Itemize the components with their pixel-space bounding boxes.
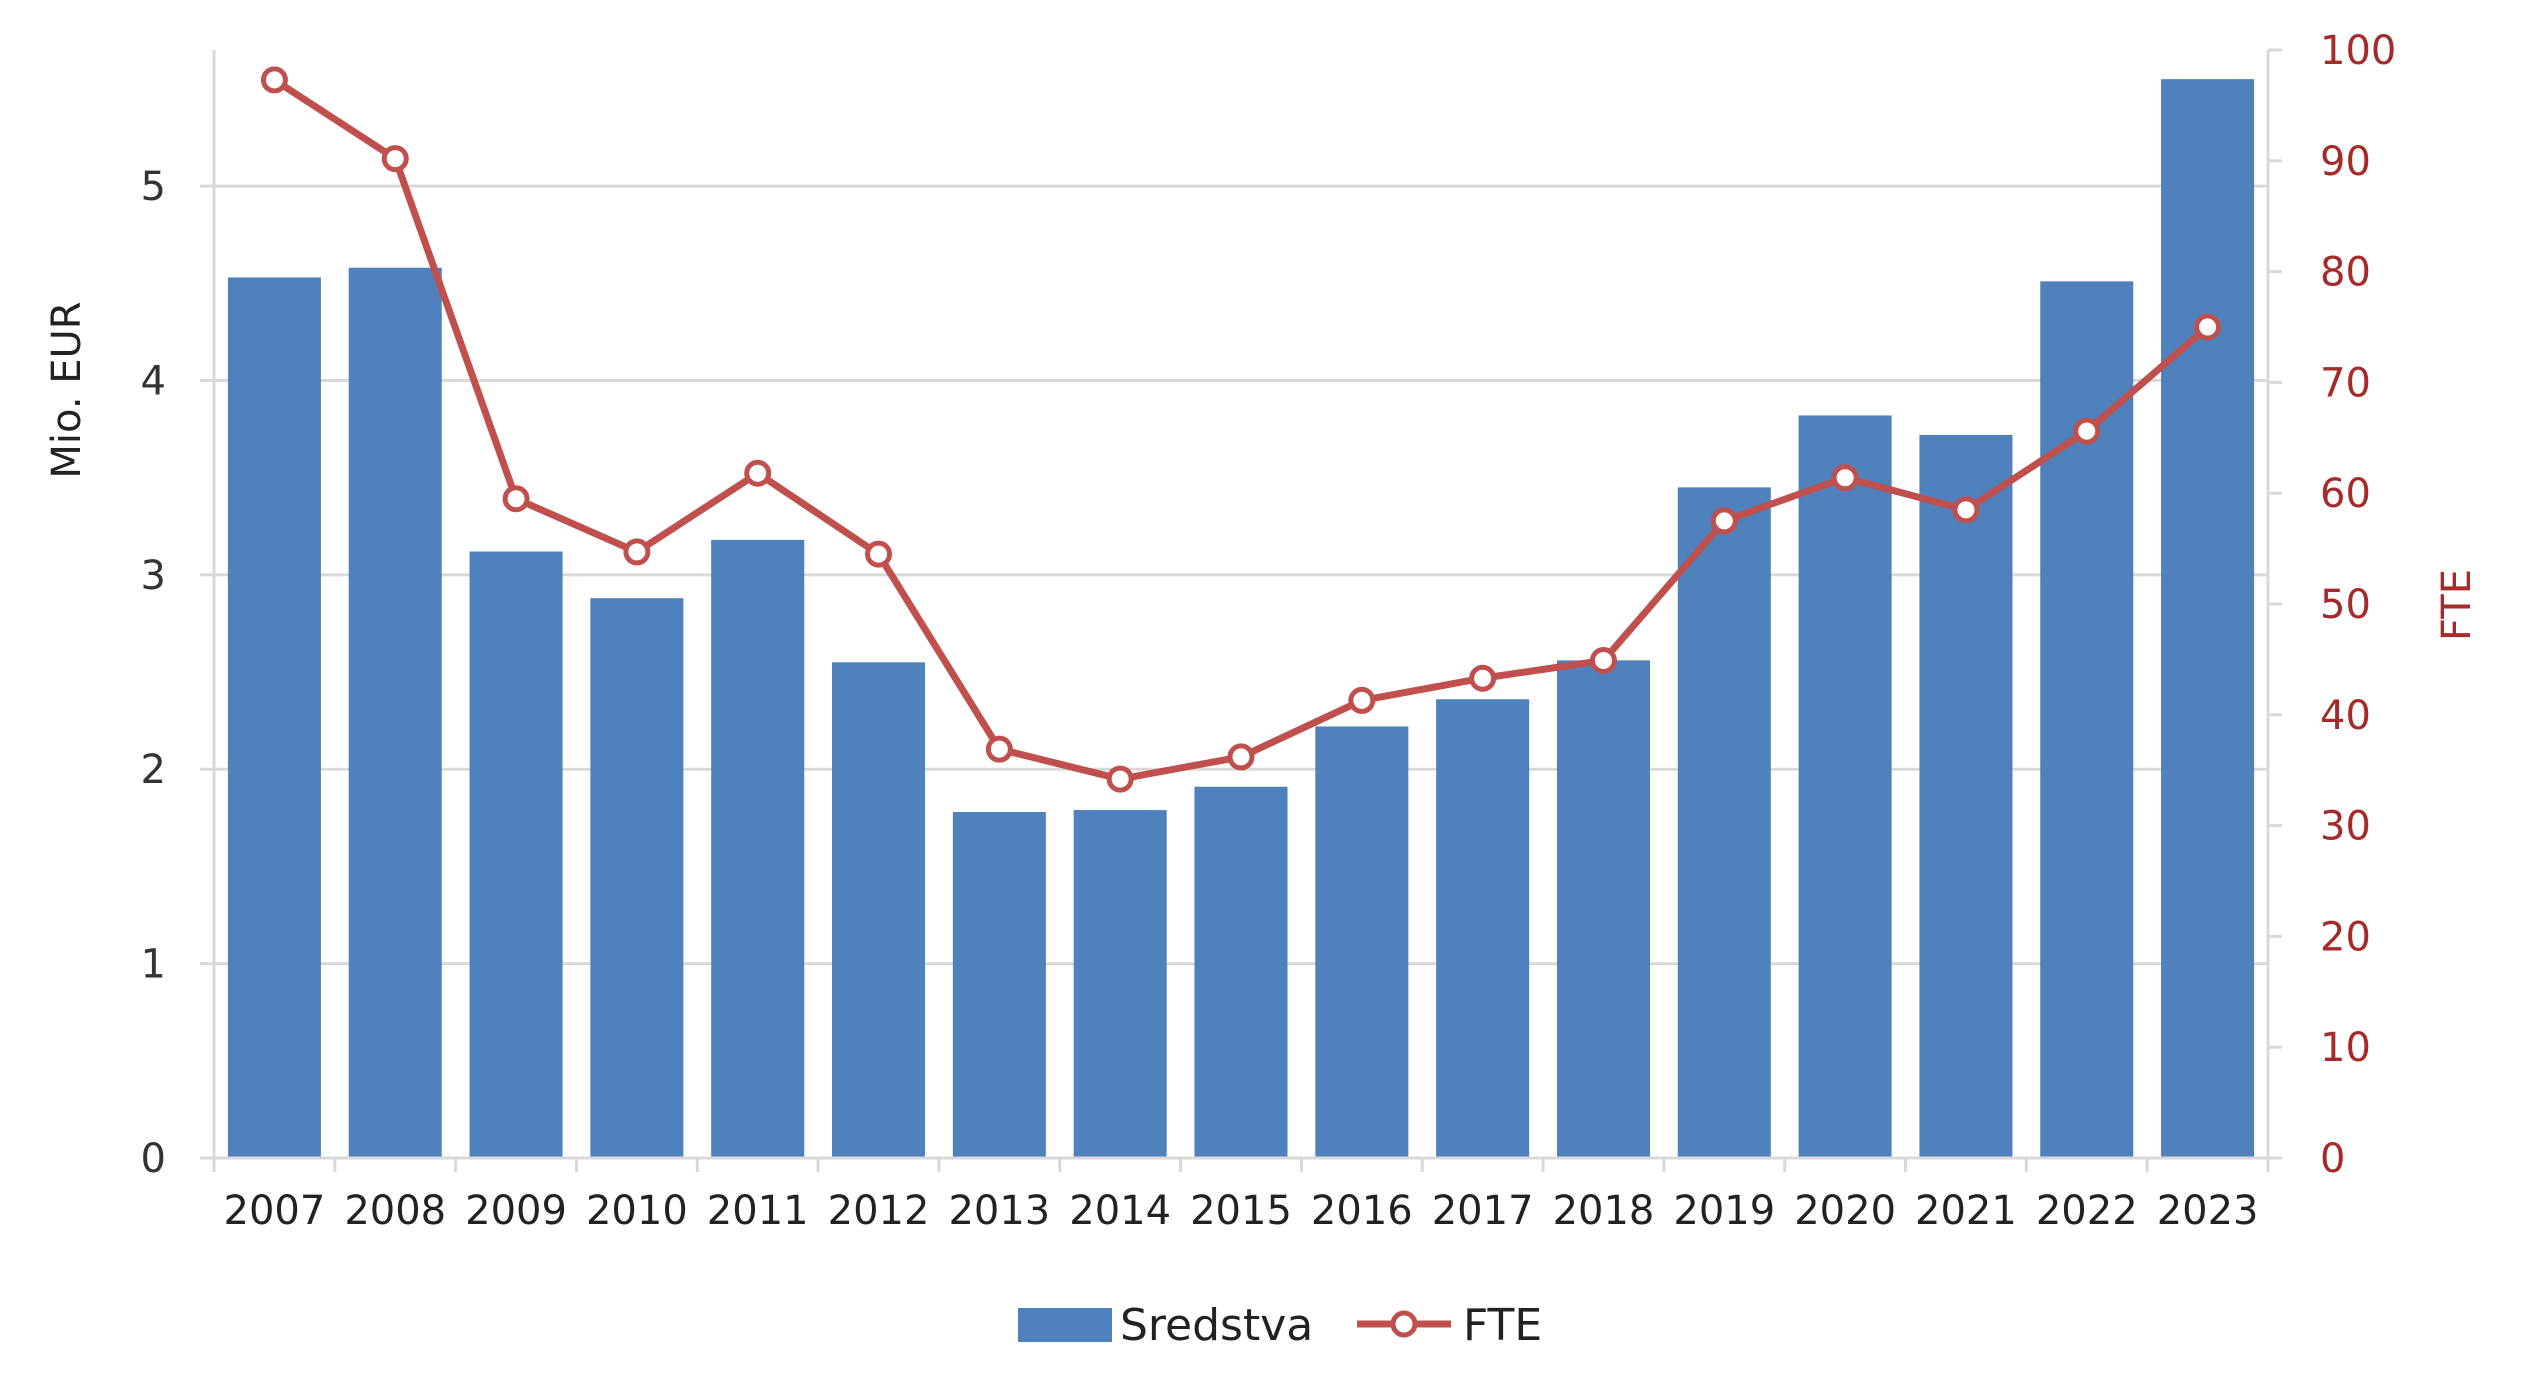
bar-2015 [1194, 786, 1288, 1158]
x-tick-label: 2018 [1553, 1188, 1655, 1234]
y-tick-label-left: 2 [141, 747, 166, 793]
x-tick-label: 2015 [1190, 1188, 1292, 1234]
fte-point-2017 [1469, 664, 1497, 692]
y-tick-label-right: 20 [2320, 914, 2371, 960]
x-tick-label: 2022 [2036, 1188, 2138, 1234]
bar-2009 [469, 551, 563, 1158]
axes [200, 48, 2282, 1172]
fte-point-2012 [865, 540, 893, 568]
bar-2007 [227, 277, 321, 1158]
fte-point-2014 [1106, 765, 1134, 793]
fte-point-2018 [1589, 647, 1617, 675]
y-tick-label-right: 100 [2320, 28, 2396, 74]
fte-point-2020 [1831, 464, 1859, 492]
y-tick-label-left: 5 [141, 164, 166, 210]
fte-point-2021 [1952, 496, 1980, 524]
x-tick-label: 2009 [465, 1188, 567, 1234]
y-tick-label-right: 40 [2320, 693, 2371, 739]
x-tick-label: 2023 [2157, 1188, 2259, 1234]
y-tick-label-right: 60 [2320, 471, 2371, 517]
x-tick-label: 2011 [707, 1188, 809, 1234]
x-tick-label: 2016 [1311, 1188, 1413, 1234]
legend-label-line: FTE [1463, 1300, 1542, 1351]
x-tick-label: 2010 [586, 1188, 688, 1234]
fte-point-2008 [381, 145, 409, 173]
fte-point-2015 [1227, 743, 1255, 771]
bar-series [227, 79, 2255, 1158]
y-axis-label-right: FTE [2434, 569, 2480, 641]
bar-2017 [1436, 699, 1530, 1158]
fte-point-2009 [502, 485, 530, 513]
y-tick-label-left: 4 [141, 358, 166, 404]
bar-2019 [1677, 487, 1771, 1158]
bar-2016 [1315, 726, 1409, 1158]
x-tick-label: 2019 [1673, 1188, 1775, 1234]
bar-2022 [2040, 281, 2134, 1158]
y-tick-label-right: 50 [2320, 582, 2371, 628]
y-tick-label-right: 80 [2320, 250, 2371, 296]
bar-2011 [711, 539, 805, 1158]
bar-2018 [1556, 660, 1650, 1158]
fte-point-2013 [985, 735, 1013, 763]
y-tick-label-right: 70 [2320, 360, 2371, 406]
bar-2023 [2161, 79, 2255, 1158]
fte-point-2011 [744, 459, 772, 487]
x-tick-label: 2007 [224, 1188, 326, 1234]
bar-2014 [1073, 810, 1167, 1158]
bar-2020 [1798, 415, 1892, 1158]
y-tick-label-right: 30 [2320, 804, 2371, 850]
legend-swatch-bar [1018, 1308, 1112, 1342]
bar-2012 [832, 662, 926, 1158]
bar-2021 [1919, 434, 2013, 1158]
y-tick-label-left: 3 [141, 553, 166, 599]
y-tick-label-right: 0 [2320, 1136, 2345, 1182]
fte-point-2016 [1348, 686, 1376, 714]
x-tick-label: 2017 [1432, 1188, 1534, 1234]
line-series [260, 66, 2222, 793]
y-tick-label-left: 0 [141, 1136, 166, 1182]
x-tick-label: 2020 [1794, 1188, 1896, 1234]
bar-2008 [348, 267, 442, 1158]
x-tick-label: 2014 [1069, 1188, 1171, 1234]
y-tick-label-left: 1 [141, 942, 166, 988]
fte-point-2007 [260, 66, 288, 94]
x-tick-label: 2013 [948, 1188, 1050, 1234]
x-tick-label: 2008 [344, 1188, 446, 1234]
x-tick-label: 2012 [828, 1188, 930, 1234]
fte-point-2022 [2073, 417, 2101, 445]
legend-label-bar: Sredstva [1120, 1300, 1313, 1351]
bar-2010 [590, 598, 684, 1158]
fte-point-2023 [2194, 313, 2222, 341]
bar-2013 [952, 811, 1046, 1158]
y-tick-label-right: 90 [2320, 139, 2371, 185]
y-tick-label-right: 10 [2320, 1025, 2371, 1071]
y-axis-label-left: Mio. EUR [44, 301, 90, 478]
legend: Sredstva FTE [1018, 1300, 1542, 1351]
legend-swatch-marker [1390, 1310, 1418, 1338]
fte-point-2010 [623, 538, 651, 566]
fte-point-2019 [1710, 507, 1738, 535]
x-tick-label: 2021 [1915, 1188, 2017, 1234]
